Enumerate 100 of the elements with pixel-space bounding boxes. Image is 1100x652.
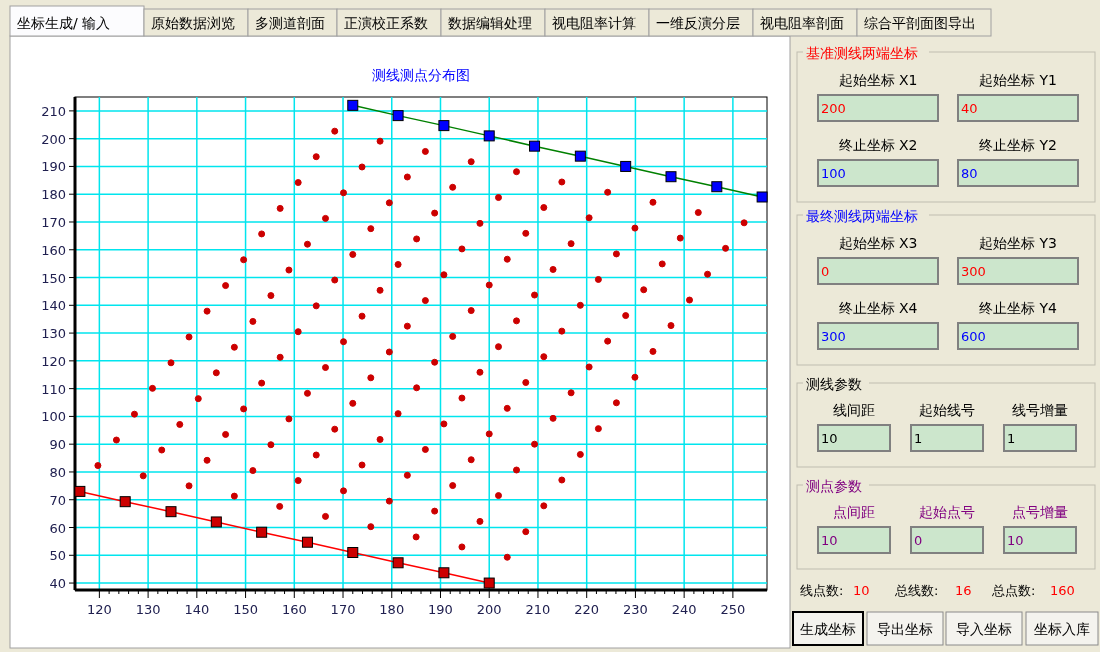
text: 一维反演分层	[656, 15, 740, 31]
text: 正演校正系数	[344, 15, 428, 31]
text: 起始坐标 Y3	[979, 235, 1057, 251]
text: 总线数:	[894, 583, 939, 598]
text: 基准测线两端坐标	[806, 45, 918, 61]
text: 0	[914, 533, 923, 548]
point	[74, 485, 86, 497]
y-tick-label: 180	[41, 187, 66, 203]
text: 0	[821, 264, 830, 279]
text: 终止坐标 X2	[838, 137, 918, 153]
x-tick-label: 170	[330, 602, 356, 617]
y-tick-label: 150	[41, 270, 66, 286]
text: 线点数:	[800, 583, 844, 598]
point	[347, 547, 359, 558]
point	[392, 557, 404, 569]
text: 100	[821, 166, 846, 181]
text: 起始坐标 X3	[838, 235, 918, 251]
y-tick-label: 190	[41, 159, 66, 175]
point	[665, 171, 677, 183]
text: 点号增量	[1012, 504, 1068, 520]
y-tick-label: 50	[49, 548, 66, 564]
point	[483, 577, 495, 589]
text: 点间距	[833, 504, 875, 520]
x-tick-label: 120	[86, 602, 112, 617]
text: 视电阻率剖面	[760, 15, 844, 31]
text: 起始坐标 Y1	[979, 72, 1057, 88]
y-tick-label: 160	[41, 242, 66, 258]
text: 300	[821, 329, 846, 344]
text: 300	[961, 264, 986, 279]
chart-title: 测线测点分布图	[372, 67, 470, 83]
y-tick-label: 200	[41, 131, 66, 147]
text: 测点参数	[806, 478, 862, 494]
y-tick-label: 80	[49, 464, 66, 480]
x-tick-label: 240	[671, 602, 697, 617]
text: 600	[961, 329, 986, 344]
text: 10	[821, 431, 838, 446]
text: 10	[853, 583, 870, 598]
point	[165, 506, 177, 518]
text: 视电阻率计算	[552, 15, 636, 31]
text: 80	[961, 166, 978, 181]
y-tick-label: 60	[49, 520, 66, 536]
x-tick-label: 130	[135, 602, 161, 617]
point	[119, 496, 131, 508]
point	[210, 516, 222, 528]
y-tick-label: 170	[41, 214, 66, 230]
x-tick-label: 210	[525, 602, 551, 617]
text: 10	[1007, 533, 1024, 548]
point	[529, 140, 541, 152]
x-tick-label: 140	[184, 602, 210, 617]
y-tick-label: 40	[49, 576, 66, 592]
text: 终止坐标 Y2	[979, 137, 1057, 153]
y-tick-label: 110	[41, 381, 66, 397]
text: 1	[914, 431, 923, 446]
text: 导入坐标	[956, 621, 1012, 637]
text: 40	[961, 101, 978, 116]
text: 综合平剖面图导出	[864, 15, 976, 31]
y-tick-label: 100	[41, 409, 66, 425]
point	[574, 150, 586, 162]
x-tick-label: 190	[428, 602, 453, 617]
text: 多测道剖面	[255, 15, 325, 31]
x-tick-label: 230	[623, 602, 648, 617]
x-tick-label: 200	[476, 602, 502, 617]
point	[756, 191, 768, 203]
y-tick-label: 140	[41, 298, 66, 314]
y-tick-label: 130	[41, 326, 66, 342]
point	[438, 567, 450, 579]
text: 原始数据浏览	[151, 15, 235, 31]
point	[392, 110, 404, 122]
y-tick-label: 70	[49, 492, 66, 508]
point	[711, 181, 723, 193]
x-tick-label: 180	[379, 602, 405, 617]
text: 坐标入库	[1034, 621, 1090, 637]
y-tick-label: 120	[41, 353, 66, 369]
text: 导出坐标	[877, 621, 933, 637]
text: 200	[821, 101, 846, 116]
x-tick-label: 250	[720, 602, 746, 617]
text: 测线参数	[806, 376, 862, 392]
text: 坐标生成/ 输入	[17, 15, 111, 31]
point	[483, 130, 495, 142]
y-tick-label: 210	[41, 103, 66, 119]
text: 终止坐标 X4	[838, 300, 918, 316]
x-tick-label: 220	[574, 602, 600, 617]
text: 生成坐标	[800, 621, 856, 637]
text: 1	[1007, 431, 1016, 446]
point	[256, 526, 268, 538]
point	[347, 99, 359, 111]
y-tick-label: 90	[49, 437, 66, 453]
text: 起始坐标 X1	[838, 72, 918, 88]
text: 起始点号	[919, 504, 975, 520]
text: 16	[955, 583, 972, 598]
text: 总点数:	[991, 583, 1036, 598]
text: 起始线号	[919, 402, 975, 418]
text: 最终测线两端坐标	[806, 208, 918, 224]
x-tick-label: 150	[233, 602, 258, 617]
point	[620, 160, 632, 172]
point	[301, 536, 313, 548]
text: 线间距	[833, 402, 875, 418]
text: 线号增量	[1012, 402, 1068, 418]
point	[438, 120, 450, 132]
text: 160	[1050, 583, 1075, 598]
